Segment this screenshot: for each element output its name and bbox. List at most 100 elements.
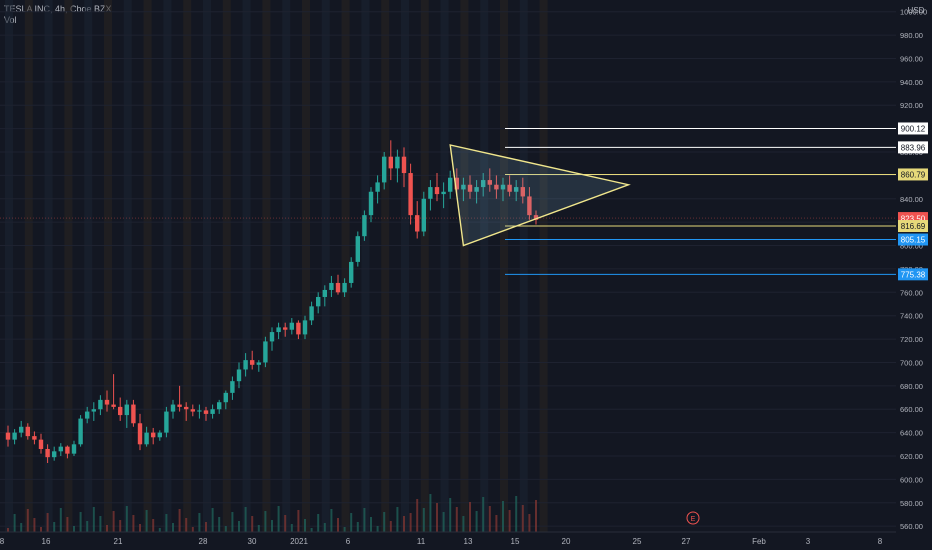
volume-bar: [482, 497, 485, 532]
candle-body: [5, 432, 11, 440]
horizontal-levels[interactable]: [0, 127, 896, 275]
candle-body: [454, 177, 459, 190]
candle-body: [263, 341, 268, 363]
volume-bar: [436, 503, 438, 532]
volume-bar: [389, 521, 392, 532]
volume-bar: [264, 511, 267, 532]
candle-body: [71, 444, 77, 454]
volume-bar: [416, 499, 419, 532]
volume-bar: [290, 524, 293, 532]
price-label-box: [898, 141, 928, 154]
candle-body: [85, 411, 90, 419]
volume-bar: [119, 520, 122, 532]
volume-bar: [475, 511, 478, 532]
session-band: [460, 0, 469, 532]
grid-lines: [0, 11, 896, 527]
session-band: [440, 0, 449, 532]
session-band: [143, 0, 152, 532]
price-tick: 620.00: [900, 452, 923, 461]
volume-bar: [218, 517, 221, 532]
volume-bar: [125, 506, 128, 532]
date-tick: 16: [42, 537, 51, 546]
candle-body: [203, 410, 209, 414]
price-tick: 980.00: [900, 31, 923, 40]
candle-body: [448, 177, 453, 192]
volume-bar: [112, 511, 115, 532]
candle-body: [368, 191, 374, 216]
candle-body: [184, 406, 189, 410]
volume-bar: [7, 528, 9, 532]
candle-body: [276, 327, 281, 333]
volume-bar: [462, 516, 465, 532]
candle-body: [302, 320, 308, 335]
date-tick: 2021: [290, 537, 308, 546]
candle-body: [236, 369, 242, 382]
volume-bar: [66, 517, 69, 532]
candle-body: [309, 306, 314, 321]
candle-body: [144, 432, 149, 445]
volume-bar: [383, 512, 386, 532]
volume-bar: [198, 513, 201, 532]
volume-bar: [224, 526, 227, 532]
session-band: [84, 0, 93, 532]
volume-bar: [165, 514, 168, 532]
candle-body: [124, 404, 129, 416]
candle-body: [52, 451, 57, 458]
volume-bar: [409, 513, 412, 532]
volume-bar: [323, 523, 326, 532]
session-band: [24, 0, 33, 532]
candle-body: [467, 184, 473, 192]
candle-body: [38, 439, 44, 449]
volume-bar: [191, 527, 194, 532]
volume-bar: [310, 528, 313, 532]
date-tick: 21: [114, 537, 123, 546]
candle-body: [58, 446, 63, 452]
date-tick: 3: [806, 537, 811, 546]
volume-bar: [488, 506, 491, 532]
candle-body: [131, 404, 136, 424]
volume-bar: [152, 519, 155, 532]
volume-bar: [350, 513, 353, 532]
volume-bar: [158, 528, 161, 532]
candle-body: [45, 448, 50, 458]
volume-bar: [515, 496, 518, 532]
volume-bar: [185, 518, 188, 532]
candle-body: [243, 360, 248, 370]
candle-body: [157, 432, 162, 438]
candle-body: [177, 404, 182, 407]
price-tick: 960.00: [900, 54, 923, 63]
session-band: [163, 0, 172, 532]
candle-body: [12, 432, 17, 440]
date-tick: 28: [199, 537, 208, 546]
session-band: [44, 0, 53, 532]
price-tick: 580.00: [900, 499, 923, 508]
date-tick: 27: [682, 537, 691, 546]
volume-bar: [442, 512, 445, 532]
price-label-box: [898, 220, 928, 233]
volume-bar: [211, 508, 214, 532]
session-band: [242, 0, 251, 532]
session-band: [203, 0, 211, 532]
candle-body: [322, 289, 327, 297]
volume-bar: [495, 515, 498, 532]
volume-bar: [363, 508, 366, 532]
volume-bar: [132, 515, 135, 532]
time-axis[interactable]: 8 16 21 28 30 2021 6 11 13 15 20 25 27 Feb 3 8 E: [0, 511, 896, 546]
volume-bar: [337, 518, 339, 532]
volume-bar: [40, 527, 42, 532]
candle-body: [375, 182, 380, 192]
symbol-title[interactable]: TESLA INC, 4h, Cboe BZX: [4, 4, 112, 14]
candle-body: [269, 332, 275, 342]
volume-bar: [33, 518, 36, 532]
session-band: [341, 0, 350, 532]
date-tick: 20: [562, 537, 571, 546]
date-tick: 25: [633, 537, 642, 546]
volume-bar: [59, 508, 62, 532]
session-band: [183, 0, 192, 532]
volume-bar: [403, 516, 405, 532]
price-tick: 800.00: [900, 242, 923, 251]
price-tick: 920.00: [900, 101, 923, 110]
candle-body: [316, 296, 321, 307]
triangle-pattern[interactable]: [449, 144, 631, 247]
